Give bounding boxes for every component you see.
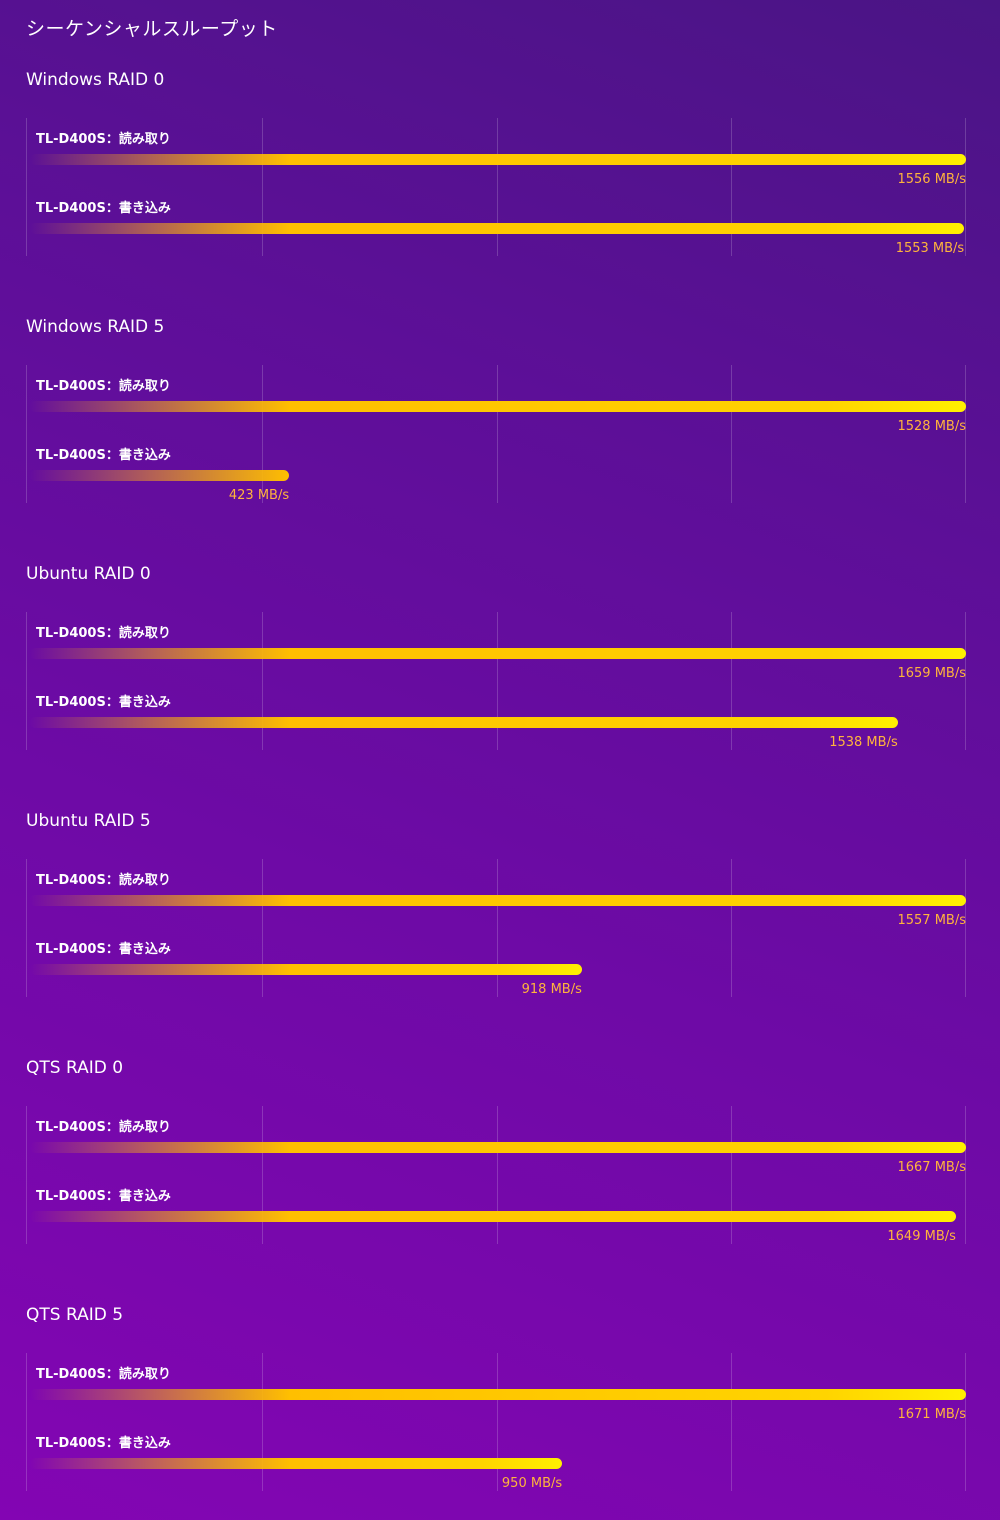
bar-value-label: 423 MB/s <box>228 488 290 503</box>
chart-title: Ubuntu RAID 0 <box>26 564 151 584</box>
bar-label: TL-D400S：読み取り <box>36 1367 171 1382</box>
grid-line <box>26 859 27 997</box>
grid-line <box>731 365 732 503</box>
grid-line <box>26 365 27 503</box>
bar-label: TL-D400S：読み取り <box>36 379 171 394</box>
bar-label: TL-D400S：書き込み <box>36 201 171 216</box>
chart-title: QTS RAID 5 <box>26 1305 124 1325</box>
grid-line <box>262 1353 263 1491</box>
bar-value-label: 950 MB/s <box>501 1476 563 1491</box>
bar <box>30 1389 966 1400</box>
grid-line <box>262 1106 263 1244</box>
bar <box>30 223 965 234</box>
chart-panel: Windows RAID 5 TL-D400S：読み取り 1528 MB/s TL-D… <box>0 317 1000 517</box>
grid-line <box>965 859 966 997</box>
bar-label: TL-D400S：読み取り <box>36 132 171 147</box>
chart-panel: Ubuntu RAID 5 TL-D400S：読み取り 1557 MB/s TL-D4… <box>0 811 1000 1011</box>
grid-line <box>26 1106 27 1244</box>
grid-line <box>497 1353 498 1491</box>
grid-line <box>731 612 732 750</box>
grid-line <box>262 612 263 750</box>
bar-value-label: 1649 MB/s <box>887 1229 956 1244</box>
grid-line <box>497 365 498 503</box>
bar <box>30 717 898 728</box>
grid-line <box>26 612 27 750</box>
bar-label: TL-D400S：読み取り <box>36 873 171 888</box>
grid-line <box>731 859 732 997</box>
grid-line <box>731 118 732 256</box>
grid-line <box>26 118 27 256</box>
grid-line <box>262 118 263 256</box>
grid-line <box>965 1353 966 1491</box>
bar-value-label: 1556 MB/s <box>897 172 966 187</box>
bar-label: TL-D400S：書き込み <box>36 695 171 710</box>
bar-label: TL-D400S：読み取り <box>36 1120 171 1135</box>
bar <box>30 470 290 481</box>
bar-label: TL-D400S：読み取り <box>36 626 171 641</box>
bar-label: TL-D400S：書き込み <box>36 1189 171 1204</box>
bar-value-label: 1671 MB/s <box>897 1407 966 1422</box>
bar <box>30 1211 956 1222</box>
grid-line <box>965 612 966 750</box>
bar-label: TL-D400S：書き込み <box>36 942 171 957</box>
bar <box>30 648 966 659</box>
grid-line <box>497 118 498 256</box>
page-title: シーケンシャルスループット <box>26 18 278 40</box>
grid-line <box>965 365 966 503</box>
grid-line <box>262 365 263 503</box>
grid-line <box>497 1106 498 1244</box>
grid-line <box>262 859 263 997</box>
chart-panel: QTS RAID 0 TL-D400S：読み取り 1667 MB/s TL-D400S… <box>0 1058 1000 1258</box>
bar <box>30 1142 966 1153</box>
bar-value-label: 1557 MB/s <box>897 913 966 928</box>
chart-panel: QTS RAID 5 TL-D400S：読み取り 1671 MB/s TL-D400S… <box>0 1305 1000 1505</box>
bar-value-label: 918 MB/s <box>521 982 582 997</box>
chart-title: Windows RAID 0 <box>26 70 165 90</box>
bar-value-label: 1528 MB/s <box>897 419 966 434</box>
grid-line <box>965 118 966 256</box>
chart-title: Windows RAID 5 <box>26 317 165 337</box>
chart-title: QTS RAID 0 <box>26 1058 124 1078</box>
bar <box>30 895 966 906</box>
bar-value-label: 1659 MB/s <box>897 666 966 681</box>
grid-line <box>731 1353 732 1491</box>
bar-value-label: 1553 MB/s <box>895 241 965 256</box>
grid-line <box>497 859 498 997</box>
grid-line <box>26 1353 27 1491</box>
bar-value-label: 1667 MB/s <box>897 1160 966 1175</box>
chart-panel: Windows RAID 0 TL-D400S：読み取り 1556 MB/s TL-D… <box>0 70 1000 270</box>
bar <box>30 1458 563 1469</box>
bar-value-label: 1538 MB/s <box>829 735 898 750</box>
bar <box>30 964 582 975</box>
bar-label: TL-D400S：書き込み <box>36 1436 171 1451</box>
bar <box>30 154 966 165</box>
grid-line <box>497 612 498 750</box>
chart-panel: Ubuntu RAID 0 TL-D400S：読み取り 1659 MB/s TL-D4… <box>0 564 1000 764</box>
chart-title: Ubuntu RAID 5 <box>26 811 151 831</box>
bar-label: TL-D400S：書き込み <box>36 448 171 463</box>
bar <box>30 401 966 412</box>
grid-line <box>965 1106 966 1244</box>
grid-line <box>731 1106 732 1244</box>
